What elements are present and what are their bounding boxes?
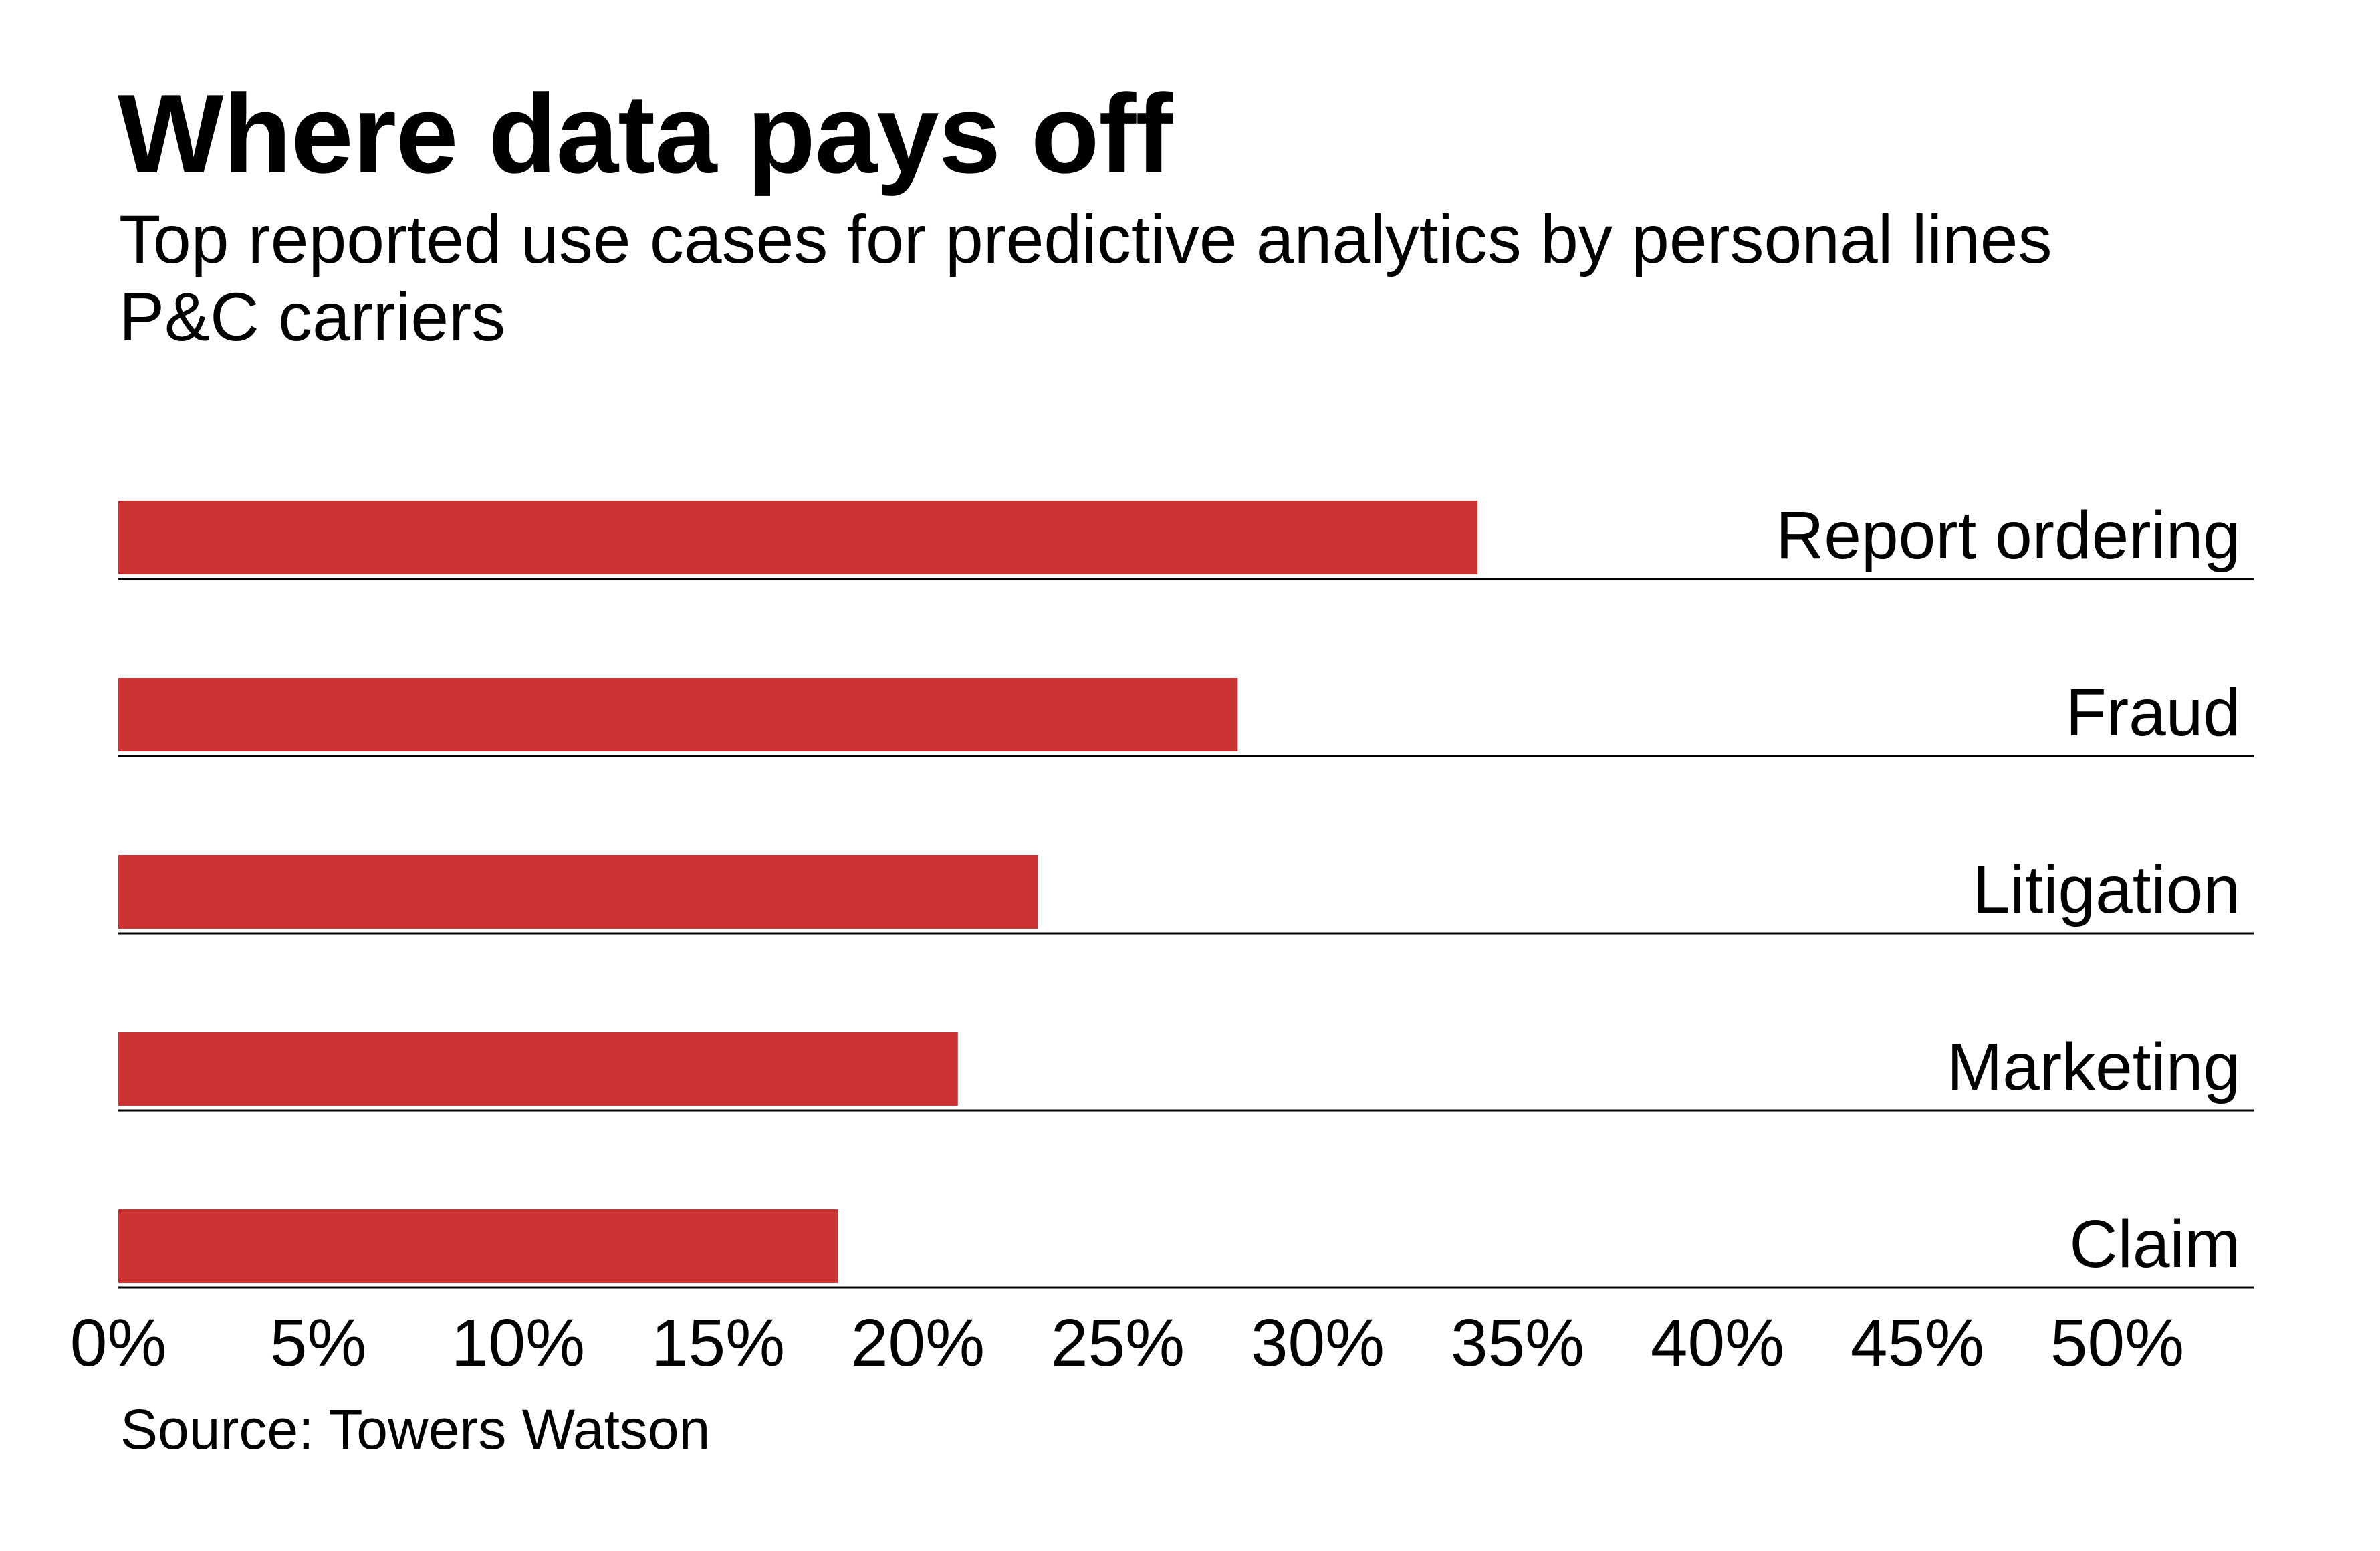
bar-row: Marketing xyxy=(118,1030,2254,1112)
bar xyxy=(118,501,1478,574)
category-label: Litigation xyxy=(1973,852,2240,927)
bar xyxy=(118,1032,958,1106)
x-tick-label: 5% xyxy=(270,1306,367,1381)
source-note: Source: Towers Watson xyxy=(120,1398,711,1461)
bars-layer: Report ordering Fraud Litigation Marketing C… xyxy=(118,498,2254,1289)
category-label: Report ordering xyxy=(1776,498,2240,573)
x-tick-label: 35% xyxy=(1451,1306,1584,1381)
bar-row: Claim xyxy=(118,1207,2254,1289)
x-tick-label: 20% xyxy=(851,1306,985,1381)
x-axis-ticks: 0% 5% 10% 15% 20% 25% 30% 35% 40% 45% 50% xyxy=(70,1306,2184,1381)
category-label: Claim xyxy=(2069,1207,2240,1282)
x-tick-label: 45% xyxy=(1851,1306,1984,1381)
chart-title: Where data pays off xyxy=(118,71,1173,197)
bar-row: Fraud xyxy=(118,675,2254,757)
x-tick-label: 30% xyxy=(1251,1306,1385,1381)
x-tick-label: 40% xyxy=(1651,1306,1784,1381)
x-tick-label: 25% xyxy=(1051,1306,1185,1381)
x-tick-label: 50% xyxy=(2050,1306,2184,1381)
category-label: Marketing xyxy=(1947,1030,2240,1104)
x-tick-label: 10% xyxy=(451,1306,585,1381)
bar-row: Report ordering xyxy=(118,498,2254,580)
chart-subtitle: Top reported use cases for predictive an… xyxy=(119,201,2052,355)
bar xyxy=(118,855,1038,929)
category-label: Fraud xyxy=(2066,675,2240,750)
bar xyxy=(118,678,1238,751)
x-tick-label: 0% xyxy=(70,1306,167,1381)
bar xyxy=(118,1209,838,1283)
bar-row: Litigation xyxy=(118,852,2254,935)
x-tick-label: 15% xyxy=(651,1306,785,1381)
